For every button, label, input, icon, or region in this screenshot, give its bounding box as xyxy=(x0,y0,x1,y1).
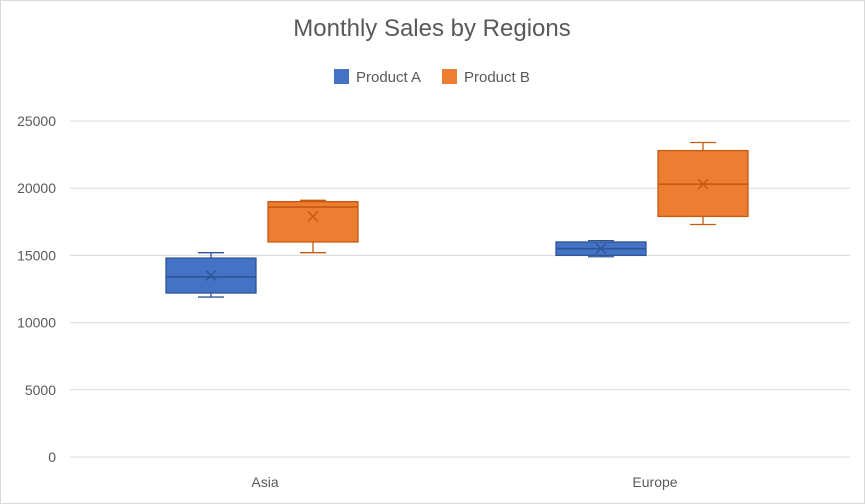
box-product-a-asia xyxy=(165,252,257,298)
legend: Product A Product B xyxy=(334,69,530,86)
y-axis: 0 5000 10000 15000 20000 25000 xyxy=(17,113,56,465)
box-iqr xyxy=(267,200,359,243)
y-tick-25000: 25000 xyxy=(17,113,56,129)
y-tick-0: 0 xyxy=(48,449,56,465)
x-axis: Asia Europe xyxy=(251,474,677,490)
box-series xyxy=(165,141,749,298)
box-product-b-europe xyxy=(657,141,749,226)
legend-swatch-product-a xyxy=(334,69,349,84)
gridlines xyxy=(70,120,850,458)
box-product-a-europe xyxy=(555,239,647,258)
y-tick-5000: 5000 xyxy=(25,382,56,398)
legend-swatch-product-b xyxy=(442,69,457,84)
y-tick-10000: 10000 xyxy=(17,315,56,331)
y-tick-20000: 20000 xyxy=(17,180,56,196)
y-tick-15000: 15000 xyxy=(17,247,56,263)
mean-marker xyxy=(595,243,607,255)
x-tick-asia: Asia xyxy=(251,474,278,490)
mean-marker xyxy=(205,270,217,282)
x-tick-europe: Europe xyxy=(632,474,677,490)
box-product-b-asia xyxy=(267,199,359,254)
legend-label-product-a: Product A xyxy=(356,69,421,86)
mean-marker xyxy=(307,210,319,222)
chart-title: Monthly Sales by Regions xyxy=(293,15,570,42)
legend-label-product-b: Product B xyxy=(464,69,530,86)
mean-marker xyxy=(697,178,709,190)
